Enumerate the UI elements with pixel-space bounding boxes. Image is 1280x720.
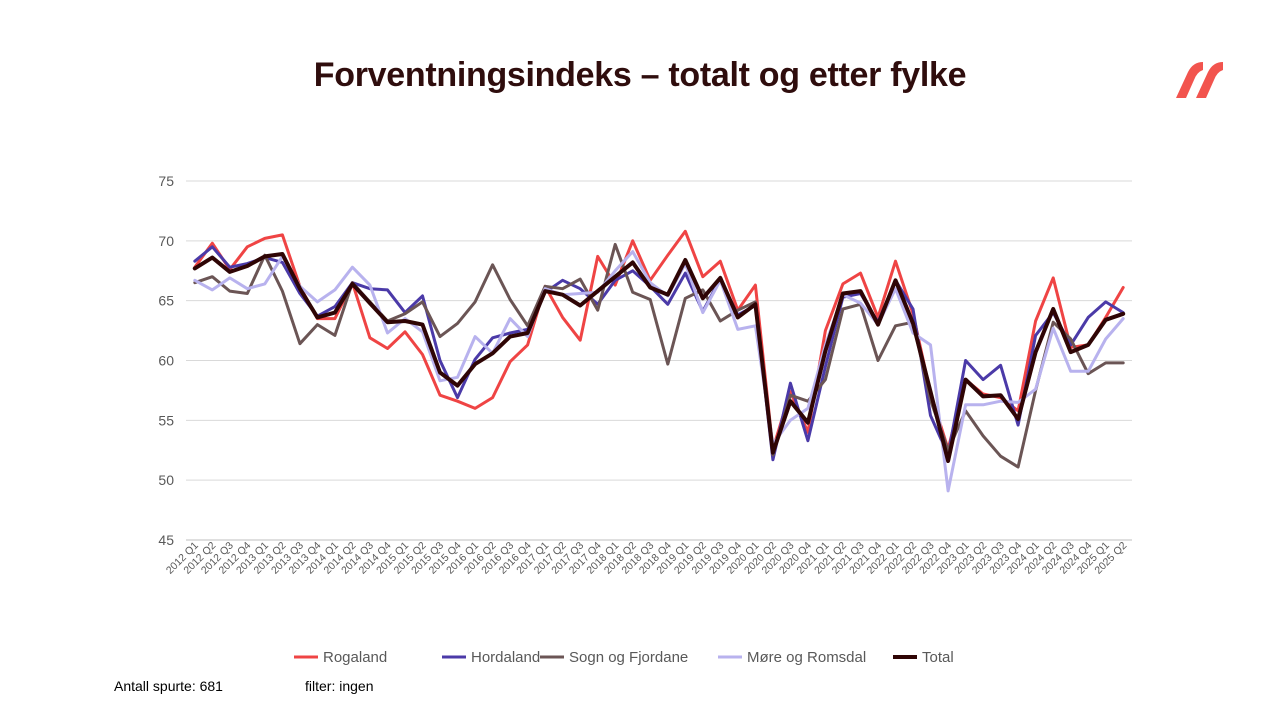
series-line-rogaland <box>193 229 1125 451</box>
legend-label: Rogaland <box>323 649 387 666</box>
series-line-total <box>192 252 1126 463</box>
y-tick-label: 45 <box>158 532 174 548</box>
grid-layer <box>186 180 1132 541</box>
y-tick-label: 60 <box>158 353 174 369</box>
logo-stroke-right <box>1196 62 1223 98</box>
legend-label: Hordaland <box>471 649 540 666</box>
y-tick-label: 65 <box>158 293 174 309</box>
legend: Rogaland Hordaland Sogn og Fjordane Møre og… <box>294 649 954 666</box>
series-line-sogn-og-fjordane <box>193 242 1125 469</box>
brand-logo-icon <box>1176 62 1223 98</box>
legend-label: Total <box>922 649 954 666</box>
filter-note: filter: ingen <box>305 678 374 694</box>
sample-size-note: Antall spurte: 681 <box>114 678 223 694</box>
legend-label: Møre og Romsdal <box>747 649 866 666</box>
series-line-hordaland <box>193 245 1125 462</box>
slide-title: Forventningsindeks – totalt og etter fyl… <box>313 56 967 94</box>
y-tick-label: 50 <box>158 472 174 488</box>
y-tick-label: 70 <box>158 233 174 249</box>
series-line-m-re-og-romsdal <box>193 250 1125 493</box>
legend-label: Sogn og Fjordane <box>569 649 688 666</box>
y-tick-label: 75 <box>158 173 174 189</box>
y-tick-label: 55 <box>158 412 174 428</box>
logo-stroke-left <box>1176 62 1203 98</box>
y-tick-labels: 45 50 55 60 65 70 75 <box>158 173 174 548</box>
series-lines <box>192 229 1126 493</box>
